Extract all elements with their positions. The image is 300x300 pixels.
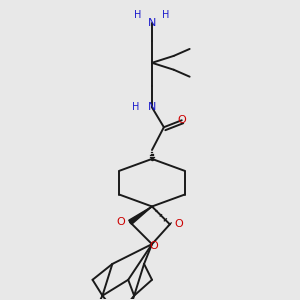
Text: H: H [134, 10, 142, 20]
Text: N: N [148, 18, 156, 28]
Text: N: N [148, 102, 156, 112]
Text: H: H [132, 102, 140, 112]
Text: O: O [177, 115, 186, 125]
Text: O: O [175, 219, 184, 229]
Polygon shape [129, 206, 152, 224]
Text: H: H [162, 10, 169, 20]
Text: O: O [150, 241, 158, 251]
Text: O: O [116, 217, 125, 227]
